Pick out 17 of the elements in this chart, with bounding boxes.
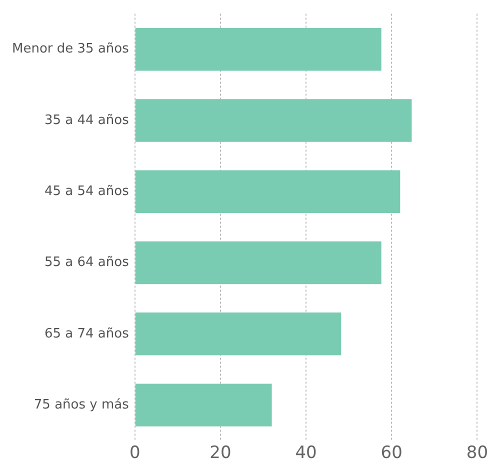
y-tick-label: 35 a 44 años [44,112,130,128]
y-tick-label: 55 a 64 años [44,255,130,270]
y-tick-label: Menor de 35 años [12,42,130,57]
bar [135,170,400,213]
bar [135,241,382,284]
x-tick-label: 60 [380,443,402,464]
x-tick-label: 20 [210,443,232,464]
y-tick-label: 65 a 74 años [44,326,130,342]
bar [135,312,342,356]
y-tick-label: 75 años y más [34,397,130,412]
bar [135,28,382,71]
bar [135,384,272,426]
y-tick-label: 45 a 54 años [44,184,130,200]
x-tick-label: 80 [466,443,488,464]
x-tick-label: 40 [295,443,317,464]
bar [135,99,412,142]
x-tick-label: 0 [129,443,140,464]
